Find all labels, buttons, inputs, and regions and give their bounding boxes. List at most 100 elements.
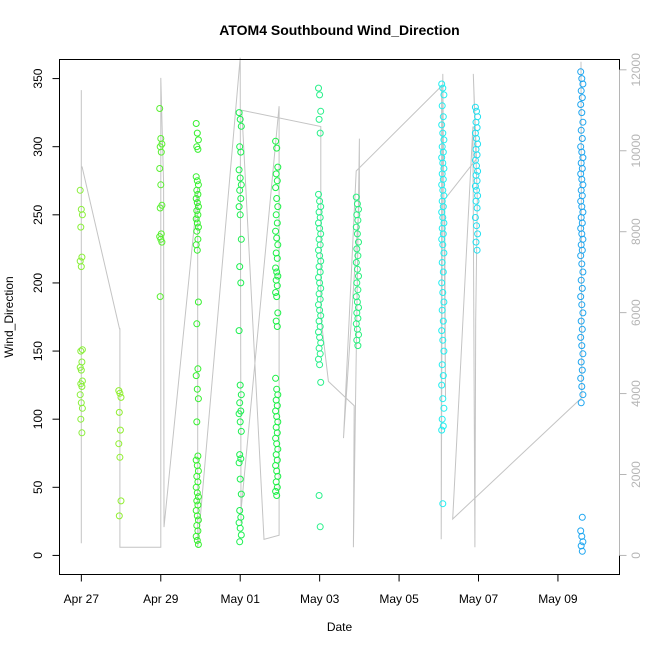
data-point bbox=[77, 415, 85, 423]
data-point bbox=[78, 404, 86, 412]
chart-title: ATOM4 Southbound Wind_Direction bbox=[219, 22, 459, 38]
data-point bbox=[474, 167, 482, 175]
data-point bbox=[157, 181, 165, 189]
data-point bbox=[193, 536, 201, 544]
data-point bbox=[194, 211, 202, 219]
data-point bbox=[355, 238, 362, 246]
data-point bbox=[578, 366, 586, 374]
y-tick-label: 300 bbox=[31, 136, 45, 156]
data-point bbox=[440, 298, 448, 306]
data-point bbox=[193, 246, 201, 254]
data-point bbox=[578, 547, 586, 555]
y2-tick-label: 12000 bbox=[629, 53, 643, 87]
data-point bbox=[116, 453, 124, 461]
data-point bbox=[578, 342, 586, 350]
data-point bbox=[78, 253, 86, 261]
data-point bbox=[273, 219, 281, 227]
data-point bbox=[192, 372, 200, 380]
data-point bbox=[438, 279, 446, 287]
y-tick-label: 350 bbox=[31, 68, 45, 88]
data-point bbox=[577, 276, 585, 284]
data-point bbox=[157, 148, 165, 156]
data-point bbox=[474, 230, 482, 238]
data-point bbox=[194, 136, 202, 144]
data-point bbox=[193, 512, 201, 520]
data-point bbox=[156, 204, 164, 212]
data-point bbox=[194, 452, 202, 460]
data-point bbox=[353, 279, 361, 287]
data-point bbox=[193, 219, 201, 227]
x-tick-label: May 09 bbox=[538, 592, 578, 606]
data-point bbox=[235, 459, 243, 467]
data-point bbox=[317, 107, 325, 115]
data-point bbox=[578, 260, 586, 268]
data-point bbox=[236, 475, 244, 483]
data-point bbox=[78, 429, 86, 437]
data-point bbox=[577, 317, 585, 325]
data-point bbox=[274, 309, 282, 317]
data-point bbox=[577, 399, 585, 407]
data-point bbox=[577, 293, 585, 301]
data-point bbox=[274, 241, 282, 249]
data-point bbox=[194, 298, 202, 306]
y-tick-label: 0 bbox=[31, 552, 45, 559]
data-point bbox=[316, 129, 324, 137]
data-point bbox=[193, 199, 201, 207]
data-point bbox=[192, 532, 200, 540]
data-point bbox=[272, 170, 280, 178]
data-point bbox=[578, 109, 586, 117]
data-point bbox=[235, 410, 243, 418]
data-point bbox=[156, 165, 164, 172]
data-point bbox=[438, 80, 446, 88]
data-point bbox=[577, 126, 585, 134]
data-point bbox=[272, 227, 280, 235]
y2-axis: 0 2000 4000 6000 8000 10000 12000 bbox=[619, 53, 643, 559]
data-point bbox=[192, 173, 200, 181]
y2-tick-label: 8000 bbox=[629, 218, 643, 245]
data-point bbox=[274, 163, 282, 171]
data-point bbox=[439, 422, 447, 430]
data-point bbox=[193, 489, 201, 497]
y2-tick-label: 2000 bbox=[629, 461, 643, 488]
data-point bbox=[273, 195, 281, 202]
data-point bbox=[193, 320, 201, 328]
data-point bbox=[78, 346, 86, 354]
data-point bbox=[438, 327, 446, 335]
data-point bbox=[473, 204, 481, 212]
data-point bbox=[194, 365, 202, 373]
x-axis-label: Date bbox=[327, 620, 353, 634]
data-point bbox=[236, 115, 244, 123]
data-point bbox=[237, 195, 245, 202]
data-point bbox=[471, 103, 479, 111]
y-tick-label: 50 bbox=[31, 480, 45, 494]
y2-tick-label: 10000 bbox=[629, 134, 643, 168]
data-point bbox=[578, 301, 586, 309]
data-point bbox=[237, 235, 245, 243]
data-point bbox=[194, 493, 202, 501]
data-point bbox=[236, 263, 244, 271]
data-point bbox=[237, 148, 245, 156]
data-point bbox=[237, 427, 245, 435]
data-point bbox=[115, 408, 123, 416]
data-point bbox=[472, 197, 480, 205]
data-point bbox=[117, 497, 125, 505]
data-point bbox=[579, 118, 587, 126]
data-point bbox=[577, 101, 585, 108]
data-point bbox=[194, 190, 202, 198]
data-point bbox=[352, 193, 360, 201]
data-point bbox=[438, 381, 446, 389]
data-point bbox=[354, 342, 362, 350]
x-tick-label: May 03 bbox=[300, 592, 340, 606]
data-point bbox=[473, 246, 481, 254]
data-point bbox=[354, 252, 362, 260]
data-point bbox=[440, 136, 448, 144]
data-point bbox=[353, 265, 361, 273]
data-point bbox=[273, 492, 281, 499]
data-point bbox=[439, 395, 447, 403]
data-point bbox=[194, 145, 202, 153]
data-point bbox=[439, 113, 447, 121]
data-point bbox=[316, 523, 324, 531]
data-point bbox=[354, 216, 362, 224]
data-point bbox=[272, 137, 280, 145]
data-point bbox=[193, 227, 201, 235]
